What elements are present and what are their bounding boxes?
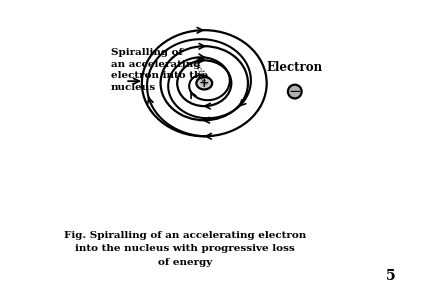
Ellipse shape xyxy=(196,77,212,90)
Text: Spiralling of
an accelerating
electron into the
nucleus: Spiralling of an accelerating electron i… xyxy=(111,48,208,92)
Text: Fig. Spiralling of an accelerating electron
into the nucleus with progressive lo: Fig. Spiralling of an accelerating elect… xyxy=(64,231,306,266)
Text: −: − xyxy=(288,85,301,99)
Text: +: + xyxy=(199,77,210,90)
Circle shape xyxy=(288,85,301,99)
Text: Electron: Electron xyxy=(267,61,323,74)
Text: 5: 5 xyxy=(386,269,396,283)
Text: Nucleus: Nucleus xyxy=(190,53,208,86)
